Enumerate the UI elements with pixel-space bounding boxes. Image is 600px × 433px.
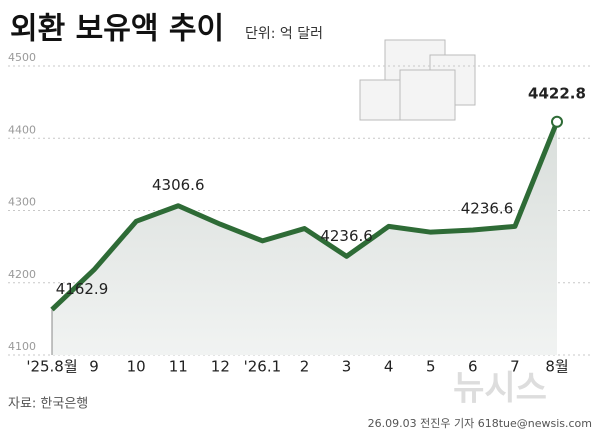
x-tick-label: 11 — [169, 358, 188, 376]
x-tick-label: 9 — [89, 358, 99, 376]
x-tick-label: 3 — [342, 358, 352, 376]
y-tick-label: 4200 — [8, 268, 36, 281]
x-tick-label: 12 — [211, 358, 230, 376]
end-marker — [551, 115, 563, 128]
x-tick-label: '26.1 — [244, 358, 282, 376]
line — [50, 120, 560, 312]
y-tick-label: 4400 — [8, 123, 36, 136]
source: 자료: 한국은행 — [8, 396, 88, 412]
area — [52, 121, 557, 355]
value-label: 4306.6 — [152, 176, 205, 194]
watermark: 뉴시스 — [453, 369, 547, 409]
x-tick-label: 5 — [426, 358, 436, 376]
chart-subtitle: 단위: 억 달러 — [245, 26, 323, 42]
x-tick-label: 8월 — [545, 358, 568, 376]
value-label: 4422.8 — [528, 84, 586, 102]
x-tick-label: 10 — [127, 358, 146, 376]
y-tick-label: 4300 — [8, 196, 36, 209]
y-tick-label: 4500 — [8, 51, 36, 64]
x-tick-label: '25.8월 — [26, 358, 77, 376]
value-label: 4162.9 — [56, 280, 109, 298]
annotation: 4236.6 — [461, 200, 514, 218]
x-tick-label: 7 — [510, 358, 520, 376]
x-tick-label: 2 — [300, 358, 310, 376]
chart-title: 외환 보유액 추이 — [10, 12, 224, 47]
x-tick-label: 4 — [384, 358, 394, 376]
money-icon — [359, 39, 476, 121]
x-tick-label: 6 — [468, 358, 478, 376]
value-label: 4236.6 — [320, 227, 373, 245]
credit: 26.09.03 전진우 기자 618tue@newsis.com — [368, 417, 592, 430]
y-tick-label: 4100 — [8, 340, 36, 353]
